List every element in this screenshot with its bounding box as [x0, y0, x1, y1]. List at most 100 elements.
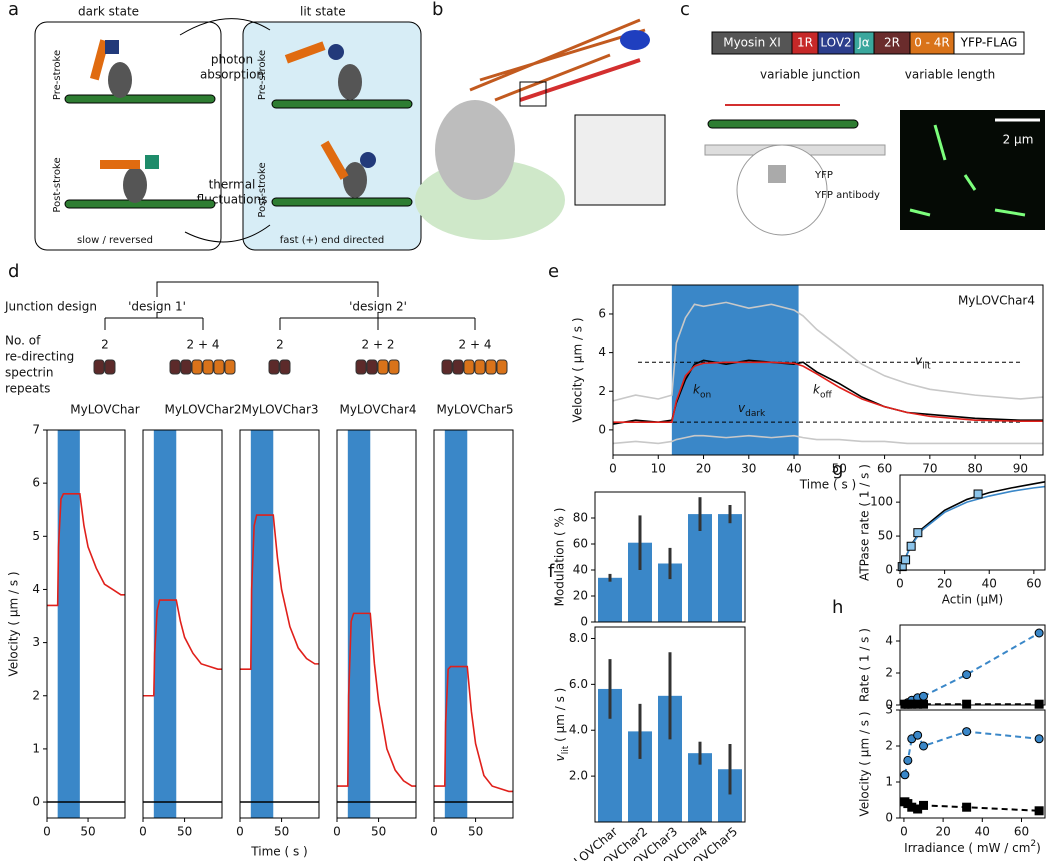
label: repeats: [5, 382, 50, 396]
marker: [1034, 628, 1044, 638]
plot-frame: [336, 429, 417, 819]
repeat-block: [191, 359, 203, 375]
label: Junction design: [4, 300, 97, 314]
repeat-block: [496, 359, 508, 375]
marker: [919, 699, 929, 709]
label-part: lit: [561, 745, 571, 754]
light-interval: [671, 285, 799, 455]
plot-frame: [239, 429, 320, 819]
marker: [1034, 734, 1044, 744]
label: No. of: [5, 334, 41, 348]
label: variable junction: [760, 68, 860, 82]
series-line: [143, 599, 222, 697]
panel-letter: a: [8, 0, 19, 20]
plot-frame: [46, 429, 126, 819]
repeat-block: [268, 359, 280, 375]
light-interval: [250, 430, 274, 818]
series-line: [903, 730, 1040, 775]
x-tick-label: 0: [609, 462, 617, 476]
construct-block: [953, 31, 1025, 55]
x-axis-label: Actin (µM): [942, 593, 1003, 607]
annotation: koff: [813, 382, 832, 400]
y-tick-label: 50: [878, 529, 893, 543]
construct-label: Jα: [857, 36, 870, 50]
x-tick-label: 10: [651, 462, 666, 476]
marker: [906, 541, 916, 551]
series-line: [612, 301, 1044, 402]
x-tick-label: 40: [975, 825, 990, 839]
light-interval: [153, 430, 177, 818]
y-axis-label: vlit ( µm / s ): [553, 688, 571, 762]
x-tick-label: 30: [741, 462, 756, 476]
y-tick-label: 0: [885, 811, 893, 825]
light-interval: [347, 430, 371, 818]
marker: [919, 741, 929, 751]
y-axis-label: Velocity ( µm / s ): [7, 571, 21, 676]
label: dark state: [78, 5, 139, 19]
y-tick-label: 3: [885, 703, 893, 717]
label: YFP: [814, 170, 833, 181]
marker: [919, 800, 929, 810]
label-part: on: [700, 390, 711, 400]
plot-frame: [899, 709, 1046, 819]
y-axis-label: Rate ( 1 / s ): [858, 628, 872, 702]
lit-box: [242, 21, 422, 251]
y-tick-label: 0: [885, 563, 893, 577]
series-line: [47, 492, 125, 607]
y-tick-label: 2: [885, 739, 893, 753]
x-tick-label: 70: [922, 462, 937, 476]
marker: [962, 802, 972, 812]
series-line: [612, 434, 1043, 445]
light-interval: [444, 430, 468, 818]
label-part: off: [820, 390, 833, 400]
x-tick-label: 50: [274, 825, 289, 839]
construct-label: 1R: [797, 36, 813, 50]
x-tick-label: 40: [982, 577, 997, 591]
x-tick-label: 20: [696, 462, 711, 476]
x-tick-label: 50: [832, 462, 847, 476]
y-tick-label: 4.0: [569, 723, 588, 737]
construct-label: 0 - 4R: [914, 36, 950, 50]
x-tick-label: 0: [900, 825, 908, 839]
repeat-block: [441, 359, 453, 375]
bar: [718, 514, 742, 622]
y-tick-label: 20: [573, 589, 588, 603]
x-tick-label: 0: [236, 825, 244, 839]
marker: [1034, 806, 1044, 816]
repeat-block: [213, 359, 225, 375]
level-label: vdark: [738, 401, 766, 419]
label: spectrin: [5, 366, 53, 380]
y-tick-label: 4: [598, 345, 606, 359]
y-tick-label: 0: [580, 615, 588, 629]
label-part: Irradiance ( mW / cm: [904, 841, 1030, 855]
construct-name: MyLOVChar2: [164, 403, 241, 417]
panel-letter: d: [8, 261, 19, 282]
series-line: [613, 361, 1043, 423]
repeat-block: [93, 359, 105, 375]
label-part: k: [693, 382, 701, 396]
x-tick-label: 80: [967, 462, 982, 476]
annotation: kon: [693, 382, 711, 400]
repeat-block: [355, 359, 367, 375]
construct-label: 2R: [884, 36, 900, 50]
repeat-block: [366, 359, 378, 375]
repeat-block: [452, 359, 464, 375]
panel-letter: g: [832, 459, 843, 480]
repeat-block: [202, 359, 214, 375]
construct-name: MyLOVChar3: [241, 403, 318, 417]
label: re-directing: [5, 350, 74, 364]
label: variable length: [905, 68, 995, 82]
construct-name: MyLOVChar5: [436, 403, 513, 417]
construct-label: YFP-FLAG: [960, 36, 1018, 50]
series-line: [899, 485, 1046, 571]
y-axis-label: ATPase rate ( 1 / s ): [858, 464, 872, 581]
level-label: vlit: [915, 353, 931, 371]
y-tick-label: 6.0: [569, 677, 588, 691]
filament-image: [909, 124, 1026, 217]
filaments: [64, 94, 413, 209]
marker: [903, 755, 913, 765]
y-tick-label: 40: [573, 563, 588, 577]
motors: [89, 39, 376, 203]
y-tick-label: 0: [32, 795, 40, 809]
